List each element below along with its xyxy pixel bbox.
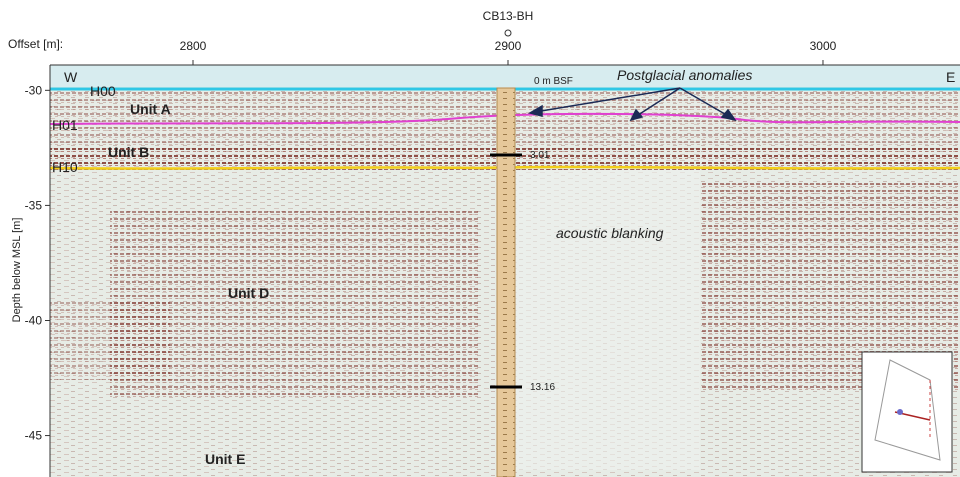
unit-label: Unit D: [228, 285, 269, 301]
unit-label: Unit A: [130, 101, 171, 117]
y-tick-label: -40: [25, 313, 43, 327]
x-tick-label: 2800: [180, 39, 207, 53]
annotation: acoustic blanking: [556, 225, 664, 241]
direction: E: [946, 69, 955, 85]
seismic-section: [50, 65, 960, 477]
horizon-label: H00: [90, 83, 116, 99]
borehole-mark: 0 m BSF: [534, 76, 573, 87]
inset-map: [862, 352, 952, 472]
y-tick-label: -45: [25, 429, 43, 443]
x-axis-label: Offset [m]:: [8, 37, 63, 51]
unit-label: Unit E: [205, 451, 245, 467]
y-tick-label: -30: [25, 83, 43, 97]
figure: CB13-BH Offset [m]: Depth below MSL [m] …: [0, 0, 960, 477]
borehole-symbol: [505, 30, 511, 36]
direction: W: [64, 69, 78, 85]
borehole-mark: 3.01: [530, 150, 550, 161]
borehole-name: CB13-BH: [483, 9, 534, 23]
annotation: Postglacial anomalies: [617, 67, 752, 83]
horizon-label: H10: [52, 159, 78, 175]
unit-label: Unit B: [108, 144, 149, 160]
y-tick-label: -35: [25, 198, 43, 212]
x-tick-label: 3000: [810, 39, 837, 53]
y-axis-label: Depth below MSL [m]: [11, 218, 23, 323]
x-tick-label: 2900: [495, 39, 522, 53]
horizon-label: H01: [52, 117, 78, 133]
borehole-mark: 13.16: [530, 382, 555, 393]
page: CB13-BH Offset [m]: Depth below MSL [m] …: [0, 0, 960, 477]
